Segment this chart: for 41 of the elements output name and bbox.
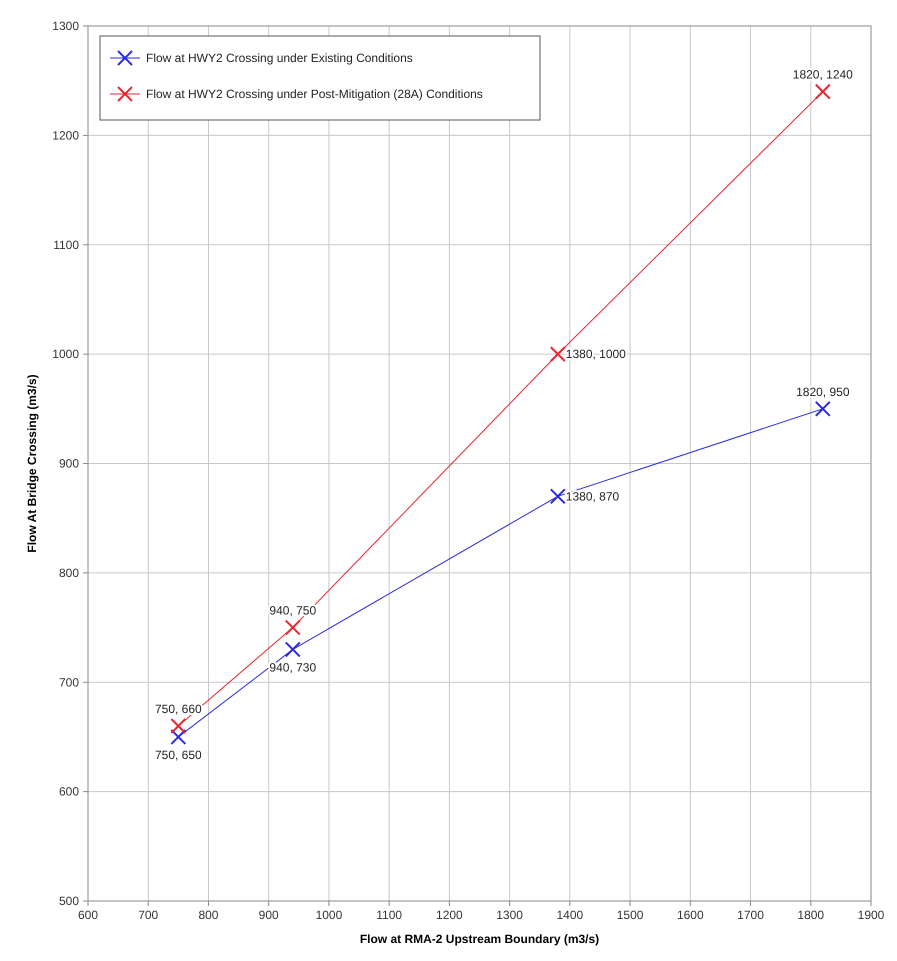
data-label: 1820, 1240 <box>792 68 854 82</box>
y-tick-label: 1200 <box>52 128 80 142</box>
x-tick-label: 1400 <box>556 908 584 922</box>
data-label: 1380, 870 <box>566 489 620 504</box>
point <box>284 641 301 658</box>
x-tick-label: 1600 <box>676 908 704 922</box>
point <box>170 718 186 734</box>
x-tick-label: 900 <box>258 908 280 922</box>
x-tick-label: 1800 <box>797 908 824 922</box>
legend-label: Flow at HWY2 Crossing under Post-Mitigation (28A) Conditions <box>146 87 483 101</box>
x-tick-label: 1700 <box>737 908 764 922</box>
point <box>170 728 186 745</box>
x-tick-label: 1200 <box>436 908 464 922</box>
y-tick-label: 1100 <box>53 238 80 252</box>
point <box>550 346 566 362</box>
data-label: 750, 650 <box>154 748 202 762</box>
point <box>814 400 831 417</box>
y-tick-label: 500 <box>58 894 80 908</box>
x-axis-title: Flow at RMA-2 Upstream Boundary (m3/s) <box>360 932 600 946</box>
x-tick-label: 1500 <box>616 908 644 922</box>
y-tick-label: 1300 <box>52 19 80 33</box>
data-label: 1820, 950 <box>796 384 850 399</box>
y-axis-title: Flow At Bridge Crossing (m3/s) <box>25 374 39 553</box>
point <box>550 488 566 504</box>
data-label: 940, 730 <box>269 660 316 674</box>
y-tick-label: 900 <box>58 456 80 470</box>
y-tick-label: 700 <box>58 675 80 690</box>
data-label: 1380, 1000 <box>566 347 626 362</box>
y-tick-label: 600 <box>58 784 80 799</box>
x-tick-label: 800 <box>198 908 219 922</box>
point <box>284 620 301 636</box>
x-tick-label: 600 <box>78 908 98 922</box>
x-tick-label: 1100 <box>376 908 402 922</box>
x-tick-label: 700 <box>138 908 159 922</box>
point <box>814 84 831 100</box>
x-tick-label: 1900 <box>858 908 885 922</box>
legend-label: Flow at HWY2 Crossing under Existing Conditions <box>146 51 413 65</box>
x-tick-label: 1300 <box>496 908 524 922</box>
x-tick-label: 1000 <box>316 908 343 922</box>
y-tick-label: 800 <box>58 566 80 580</box>
y-tick-label: 1000 <box>52 347 80 362</box>
